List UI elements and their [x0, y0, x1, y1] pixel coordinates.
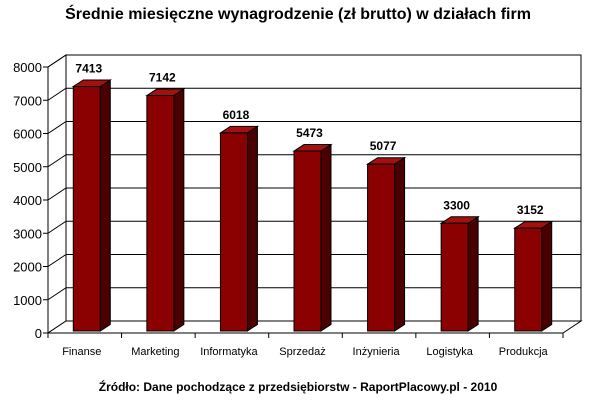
gridline [47, 87, 581, 101]
bar-side [320, 143, 332, 332]
bar [72, 86, 101, 332]
y-tick-label: 0 [35, 326, 42, 341]
data-label: 5473 [296, 126, 323, 140]
bar [367, 163, 396, 332]
data-label: 5077 [370, 139, 397, 153]
gridline [47, 121, 581, 134]
bar [514, 227, 543, 332]
x-tick-label: Inżynieria [353, 346, 401, 358]
y-tick-label: 8000 [13, 60, 42, 75]
y-tick-label: 1000 [13, 293, 42, 308]
y-tick-label: 7000 [13, 93, 42, 108]
data-label: 3152 [517, 203, 544, 217]
chart-source: Źródło: Dane pochodzące z przedsiębiorst… [98, 380, 498, 394]
bar [293, 150, 322, 332]
bar-side [394, 156, 406, 332]
bar [219, 132, 248, 332]
bar [146, 95, 175, 332]
data-label: 7142 [149, 71, 176, 85]
bar-side [173, 88, 185, 332]
data-label: 7413 [75, 62, 102, 76]
x-tick-label: Finanse [62, 346, 101, 358]
gridline [47, 287, 581, 301]
x-tick-label: Informatyka [200, 346, 258, 358]
gridline [47, 220, 581, 234]
y-tick-label: 3000 [13, 226, 42, 241]
y-tick-label: 5000 [13, 160, 42, 175]
gridline [47, 154, 581, 168]
x-tick-label: Sprzedaż [279, 346, 325, 358]
gridline [47, 254, 581, 267]
bar-side [467, 215, 479, 332]
bar [440, 222, 469, 332]
y-tick-label: 6000 [13, 127, 42, 142]
data-label: 6018 [223, 108, 250, 122]
y-tick-label: 2000 [13, 260, 42, 275]
x-tick-label: Marketing [131, 346, 179, 358]
data-label: 3300 [443, 198, 470, 212]
y-tick-label: 4000 [13, 193, 42, 208]
gridline [47, 187, 581, 201]
chart-title: Średnie miesięczne wynagrodzenie (zł bru… [65, 6, 531, 23]
x-tick-label: Logistyka [426, 346, 473, 358]
bar-side [541, 220, 553, 332]
bar-side [246, 125, 258, 332]
x-tick-label: Produkcja [499, 346, 549, 358]
bar-side [99, 79, 111, 332]
gridline [47, 54, 581, 68]
